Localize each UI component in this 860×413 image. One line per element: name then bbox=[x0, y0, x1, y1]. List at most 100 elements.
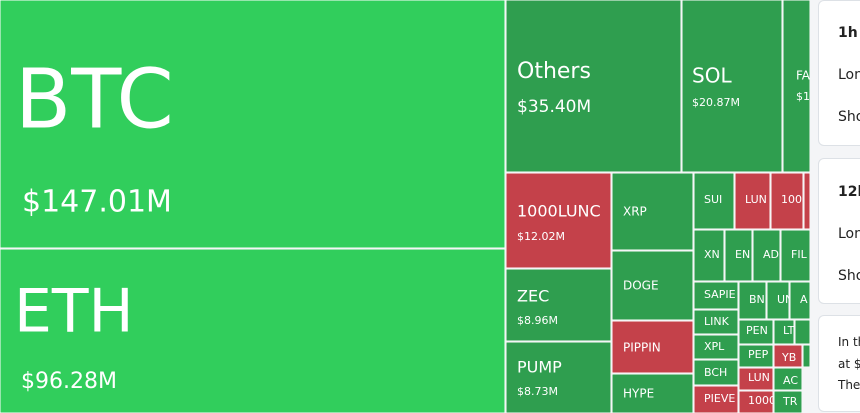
tile-label: SUI bbox=[704, 193, 722, 206]
tile-label: PUMP bbox=[517, 358, 562, 377]
tile-label: TR bbox=[782, 395, 798, 408]
tile-rect bbox=[682, 0, 782, 172]
tile-label: PEN bbox=[746, 324, 768, 337]
tile-rect bbox=[612, 321, 693, 373]
tile[interactable]: EN bbox=[725, 230, 752, 281]
tile[interactable]: BTC $147.01M bbox=[0, 0, 505, 248]
tile-label: A bbox=[800, 293, 808, 306]
tile-label: UN bbox=[777, 293, 793, 306]
tile-rect bbox=[506, 173, 611, 268]
tile[interactable]: SAPIE bbox=[694, 282, 738, 309]
tile-rect bbox=[767, 282, 789, 319]
tile-value: $8.73M bbox=[517, 385, 558, 398]
tile[interactable]: AD bbox=[753, 230, 780, 281]
tile[interactable]: PEN bbox=[739, 320, 773, 344]
tile[interactable]: PIPPIN bbox=[612, 321, 693, 373]
card[interactable]: In th at $ The bbox=[818, 315, 860, 412]
card-line: In th bbox=[838, 335, 860, 349]
tile-label: XN bbox=[704, 248, 720, 261]
tile-label: PIEVE bbox=[704, 392, 735, 405]
tile-label: PEP bbox=[748, 348, 769, 361]
tile[interactable]: BCH bbox=[694, 360, 738, 385]
tile-rect bbox=[694, 360, 738, 385]
tile[interactable]: XPL bbox=[694, 335, 738, 359]
tile-label: BTC bbox=[15, 52, 174, 147]
tile-rect bbox=[506, 269, 611, 341]
tile[interactable]: LINK bbox=[694, 310, 738, 334]
tile[interactable]: HYPE bbox=[612, 374, 693, 413]
tile[interactable]: LUN bbox=[735, 173, 770, 229]
tile-rect bbox=[804, 173, 810, 229]
tile-label: LUN bbox=[745, 193, 767, 206]
tile-rect bbox=[753, 230, 780, 281]
tile[interactable]: FA $1 bbox=[783, 0, 810, 172]
tile-label: EN bbox=[735, 248, 750, 261]
tile-rect bbox=[506, 342, 611, 413]
card-title: 12h bbox=[838, 184, 860, 200]
tile-label: BCH bbox=[704, 366, 727, 379]
tile-label: BN bbox=[749, 293, 765, 306]
tile-rect bbox=[694, 282, 738, 309]
tile[interactable]: ETH $96.28M bbox=[0, 249, 505, 413]
tile-rect bbox=[694, 386, 738, 413]
tile[interactable]: XN bbox=[694, 230, 724, 281]
card[interactable]: 1h Lon Sho bbox=[818, 0, 860, 146]
tile-label: HYPE bbox=[623, 387, 654, 401]
tile-label: FIL bbox=[791, 248, 808, 261]
tile-value: $35.40M bbox=[517, 97, 591, 117]
tile[interactable]: FIL bbox=[781, 230, 810, 281]
card[interactable]: 12h Lon Sho bbox=[818, 158, 860, 304]
tile[interactable] bbox=[795, 320, 810, 344]
tile[interactable]: DOGE bbox=[612, 251, 693, 320]
tile-rect bbox=[0, 0, 505, 248]
tile-rect bbox=[725, 230, 752, 281]
tile-rect bbox=[774, 320, 794, 344]
tile[interactable]: A bbox=[790, 282, 810, 319]
tile-rect bbox=[612, 251, 693, 320]
tile-rect bbox=[771, 173, 803, 229]
tile-value: $12.02M bbox=[517, 230, 565, 243]
tile-label: SOL bbox=[692, 64, 732, 88]
tile[interactable]: 1000 bbox=[739, 391, 776, 413]
tile[interactable] bbox=[803, 345, 810, 367]
tile[interactable]: 1000LUNC $12.02M bbox=[506, 173, 611, 268]
tile-rect bbox=[694, 310, 738, 334]
tile-rect bbox=[795, 320, 810, 344]
tile[interactable] bbox=[804, 173, 810, 229]
tile[interactable]: UN bbox=[767, 282, 793, 319]
tile-rect bbox=[774, 345, 802, 367]
tile-label: FA bbox=[796, 69, 810, 83]
tile-rect bbox=[612, 173, 693, 250]
tile-rect bbox=[506, 0, 681, 172]
tile[interactable]: 100 bbox=[771, 173, 803, 229]
tile-label: ZEC bbox=[517, 287, 549, 306]
tile-label: ETH bbox=[14, 277, 134, 347]
tile[interactable]: AC bbox=[774, 368, 802, 390]
tile[interactable]: ZEC $8.96M bbox=[506, 269, 611, 341]
tile[interactable]: YB bbox=[774, 345, 802, 367]
tile[interactable]: LT bbox=[774, 320, 795, 344]
card-line: Sho bbox=[838, 109, 860, 125]
tile[interactable]: BN bbox=[739, 282, 766, 319]
tile-value: $96.28M bbox=[21, 369, 117, 394]
tile-rect bbox=[739, 320, 773, 344]
tile-rect bbox=[739, 391, 773, 413]
tile-label: XPL bbox=[704, 340, 725, 353]
tile-rect bbox=[612, 374, 693, 413]
tile-label: AD bbox=[763, 248, 779, 261]
tile[interactable]: XRP bbox=[612, 173, 693, 250]
tile[interactable]: PEP bbox=[739, 345, 773, 367]
tile-label: Others bbox=[517, 59, 591, 84]
tile[interactable]: SUI bbox=[694, 173, 734, 229]
tile[interactable]: PIEVE bbox=[694, 386, 738, 413]
tile[interactable]: Others $35.40M bbox=[506, 0, 681, 172]
tile[interactable]: LUN bbox=[739, 368, 773, 390]
tile-rect bbox=[694, 230, 724, 281]
tile-label: 1000LUNC bbox=[517, 202, 601, 221]
tile-value: $20.87M bbox=[692, 96, 740, 109]
tile[interactable]: SOL $20.87M bbox=[682, 0, 782, 172]
tile-rect bbox=[790, 282, 810, 319]
tile[interactable]: PUMP $8.73M bbox=[506, 342, 611, 413]
tile[interactable]: TR bbox=[774, 391, 802, 413]
